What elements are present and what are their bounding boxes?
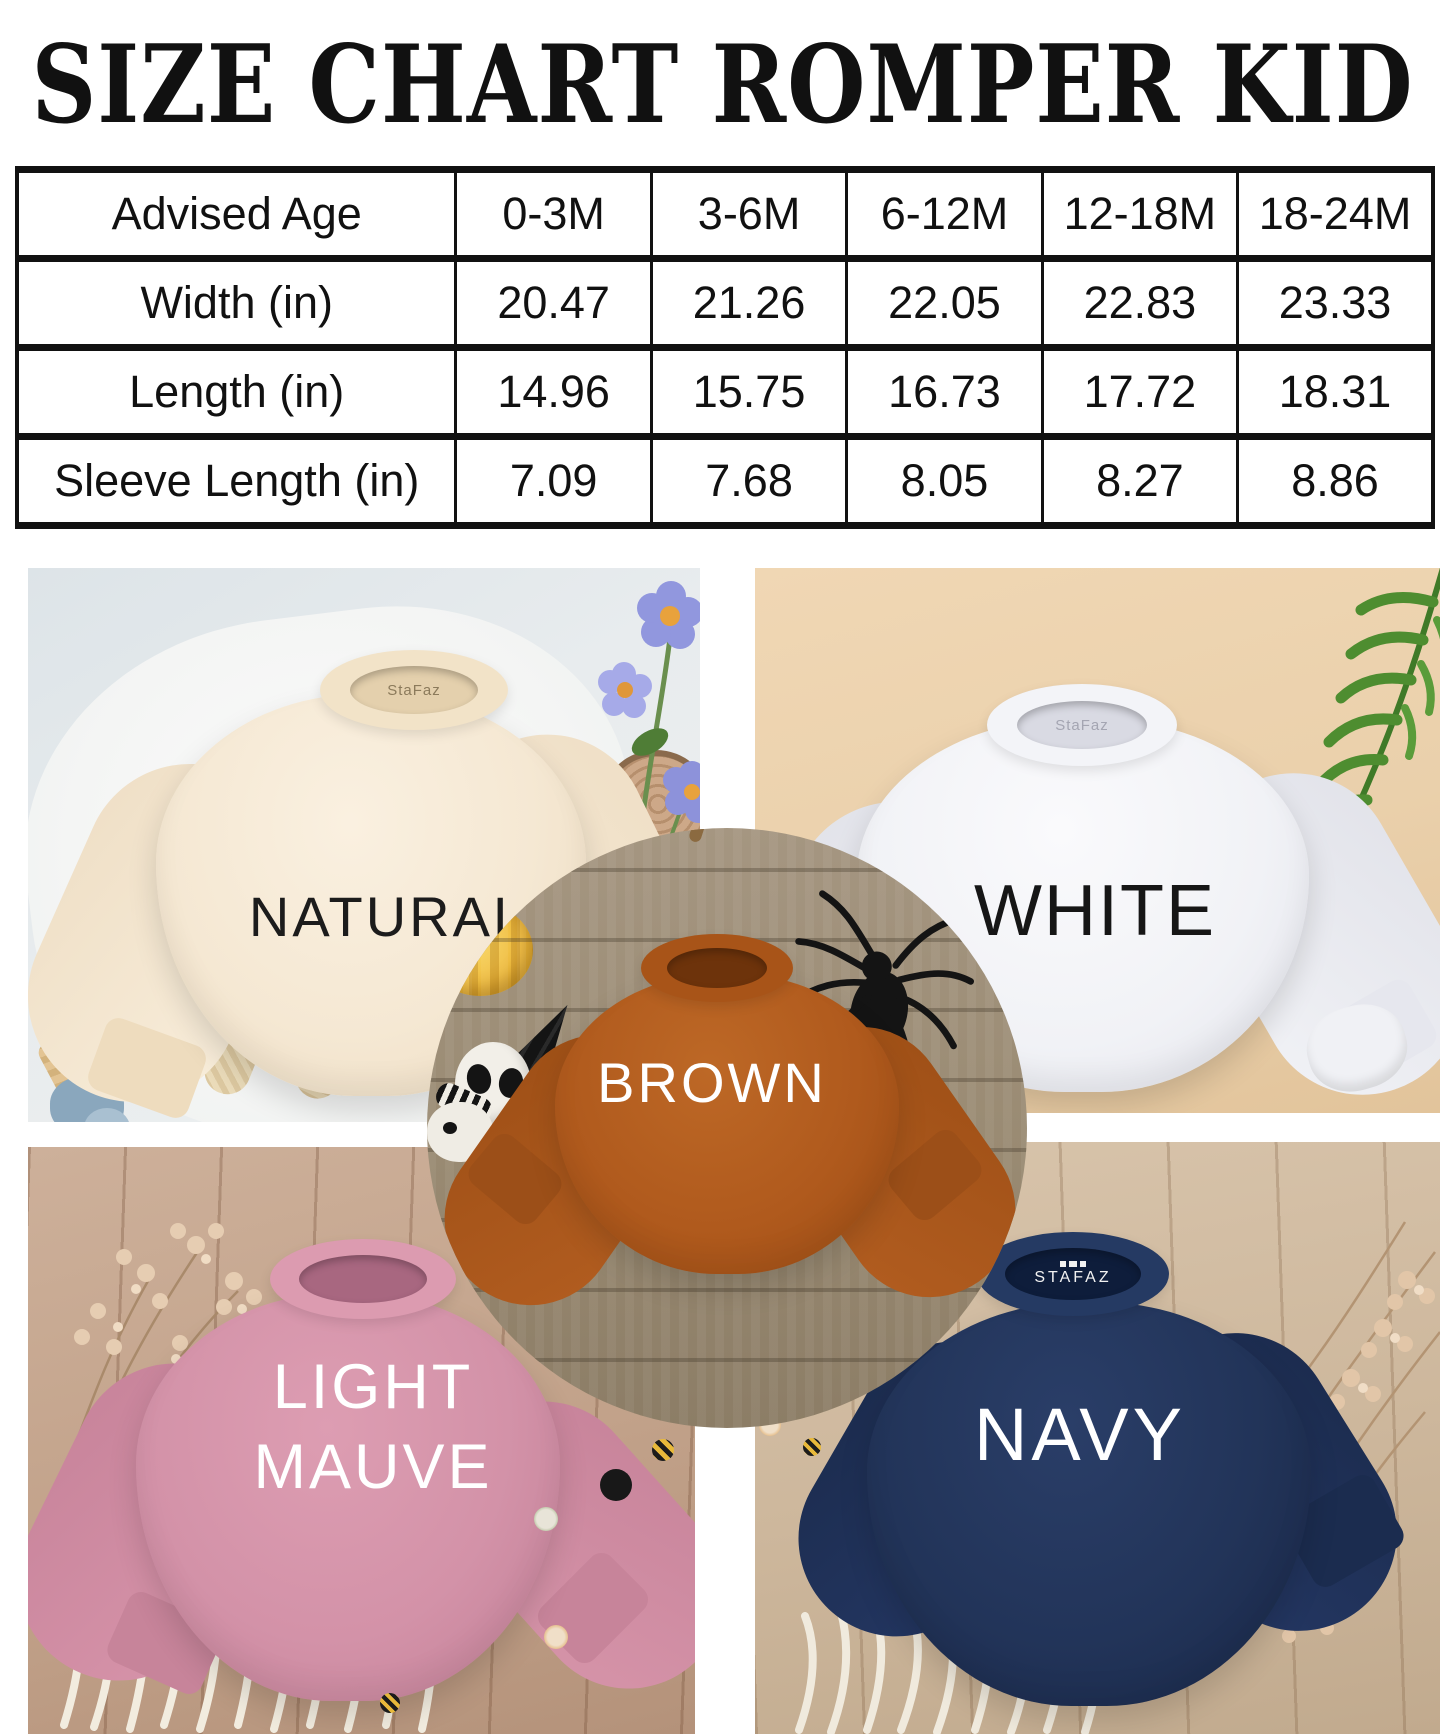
brand-tag-text: STAFAZ [1034, 1269, 1112, 1286]
romper-collar: STAFAZ [977, 1232, 1169, 1316]
colorway-label-light-mauve-line1: LIGHT [272, 1352, 474, 1422]
table-cell: 8.86 [1236, 433, 1435, 529]
romper-collar [270, 1239, 456, 1319]
candy-prop [534, 1507, 558, 1531]
table-row-width: Width (in) 20.47 21.26 22.05 22.83 23.33 [15, 255, 1435, 351]
row-header: Width (in) [15, 255, 458, 351]
table-cell: 16.73 [845, 344, 1044, 440]
table-cell: 3-6M [649, 166, 849, 262]
photo-light-mauve-colorway: LIGHT MAUVE [28, 1147, 695, 1734]
spider-illustration [789, 890, 975, 1088]
candy-prop [652, 1439, 674, 1461]
colorway-label-navy: NAVY [973, 1393, 1187, 1476]
brand-tag-text: StaFaz [387, 681, 441, 699]
table-cell: 18.31 [1236, 344, 1435, 440]
row-header: Sleeve Length (in) [15, 433, 458, 529]
skeleton-plush-prop [427, 998, 571, 1168]
page-margin [1440, 568, 1445, 1734]
table-cell: 20.47 [454, 255, 653, 351]
table-cell: 8.05 [845, 433, 1044, 529]
romper-collar: StaFaz [320, 650, 508, 730]
table-cell: 18-24M [1236, 166, 1435, 262]
colorway-label-light-mauve-line2: MAUVE [253, 1432, 493, 1502]
neck-tag: STAFAZ [1005, 1248, 1141, 1300]
page-title: SIZE CHART ROMPER KID [0, 14, 1445, 154]
romper-body [555, 974, 899, 1274]
romper-body [867, 1302, 1311, 1706]
table-cell: 0-3M [454, 166, 653, 262]
table-cell: 17.72 [1040, 344, 1240, 440]
row-header: Length (in) [15, 344, 458, 440]
colorway-label-brown: BROWN [597, 1051, 827, 1114]
table-row-sleeve-length: Sleeve Length (in) 7.09 7.68 8.05 8.27 8… [15, 433, 1435, 529]
purple-flowers-illustration [598, 581, 700, 870]
row-header: Advised Age [15, 166, 458, 262]
brand-tag-text: StaFaz [1055, 716, 1109, 734]
table-cell: 6-12M [845, 166, 1044, 262]
table-cell: 7.09 [454, 433, 653, 529]
spider-print [443, 1122, 457, 1134]
romper-body [136, 1293, 560, 1701]
table-cell: 14.96 [454, 344, 653, 440]
romper-collar: StaFaz [987, 684, 1177, 766]
colorway-label-white: WHITE [974, 871, 1216, 951]
neck-tag: StaFaz [1017, 701, 1147, 749]
table-row-length: Length (in) 14.96 15.75 16.73 17.72 18.3… [15, 344, 1435, 440]
table-cell: 7.68 [649, 433, 849, 529]
photo-natural-colorway: StaFaz NATURAL [28, 568, 700, 1122]
candy-prop [803, 1438, 821, 1456]
neck-tag [667, 948, 767, 988]
colorway-label-natural: NATURAL [248, 885, 528, 948]
table-cell: 21.26 [649, 255, 849, 351]
blue-toy-prop-small [84, 1108, 130, 1122]
table-cell: 22.83 [1040, 255, 1240, 351]
photo-brown-colorway-circle: BROWN [427, 828, 1027, 1428]
button-candy-prop [600, 1469, 632, 1501]
table-cell: 12-18M [1040, 166, 1240, 262]
page-title-text: SIZE CHART ROMPER KID [31, 20, 1414, 148]
table-cell: 8.27 [1040, 433, 1240, 529]
tag-crest-icon [1060, 1261, 1086, 1267]
table-row-advised-age: Advised Age 0-3M 3-6M 6-12M 12-18M 18-24… [15, 166, 1435, 262]
neck-tag: StaFaz [350, 666, 478, 714]
candy-prop [380, 1693, 400, 1713]
table-cell: 22.05 [845, 255, 1044, 351]
size-table: Advised Age 0-3M 3-6M 6-12M 12-18M 18-24… [15, 166, 1435, 529]
neck-tag [299, 1255, 427, 1303]
table-cell: 23.33 [1236, 255, 1435, 351]
candy-prop [544, 1625, 568, 1649]
table-cell: 15.75 [649, 344, 849, 440]
romper-collar [641, 934, 793, 1002]
